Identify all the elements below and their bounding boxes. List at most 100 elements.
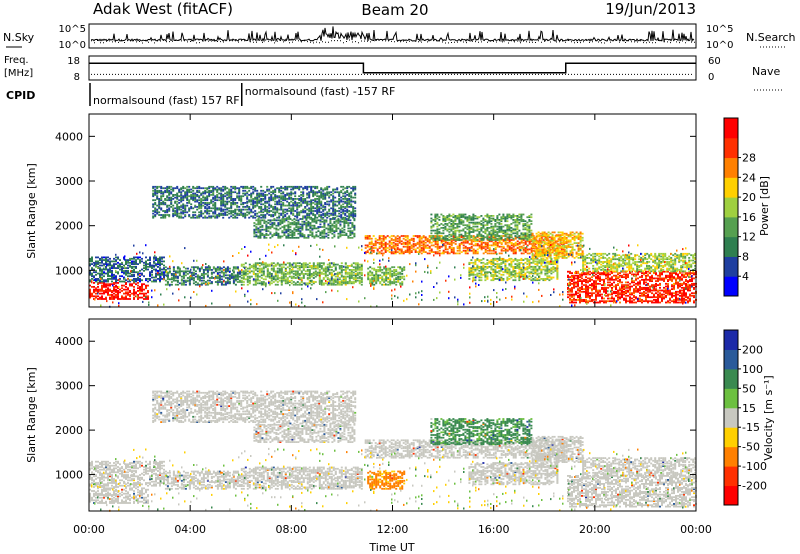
- power-cell: [388, 244, 391, 247]
- power-cell: [343, 222, 346, 224]
- power-cell: [536, 268, 539, 271]
- power-cell: [379, 270, 382, 273]
- power-cell: [370, 248, 373, 251]
- power-cell: [135, 263, 137, 265]
- power-cell: [172, 189, 175, 192]
- power-cell: [548, 276, 551, 279]
- power-cell: [119, 298, 121, 300]
- power-cell: [248, 275, 251, 278]
- power-cell: [101, 280, 103, 283]
- power-cell: [274, 191, 277, 194]
- power-cell: [190, 198, 193, 200]
- power-cell: [510, 216, 513, 219]
- power-cell: [426, 240, 429, 243]
- power-cell: [188, 189, 191, 192]
- power-cell: [281, 230, 284, 232]
- power-cell: [202, 195, 205, 198]
- power-cell: [186, 191, 189, 194]
- power-cell: [346, 187, 349, 190]
- power-cell: [274, 271, 277, 274]
- power-cell: [328, 212, 331, 215]
- power-cell: [271, 226, 274, 228]
- power-cell: [318, 215, 321, 218]
- power-cell: [460, 251, 463, 253]
- power-cell: [354, 192, 357, 195]
- power-cell: [155, 259, 157, 261]
- power-cell: [99, 267, 101, 269]
- power-cell: [258, 262, 261, 265]
- power-cell: [389, 271, 392, 274]
- power-cell: [452, 213, 455, 216]
- power-cell: [354, 266, 357, 269]
- power-cell: [290, 271, 293, 274]
- power-cell: [540, 269, 543, 272]
- power-cell: [304, 282, 307, 285]
- power-cell: [514, 263, 517, 265]
- power-cell: [546, 272, 549, 275]
- power-cell: [325, 220, 328, 223]
- power-cell: [508, 228, 511, 231]
- power-cell: [500, 278, 503, 280]
- power-cell: [468, 237, 471, 240]
- power-cell: [286, 262, 289, 265]
- power-cell: [408, 248, 411, 251]
- power-cell: [206, 203, 209, 206]
- power-cell: [387, 267, 390, 270]
- power-cell: [393, 278, 396, 281]
- power-cell: [310, 200, 313, 203]
- power-cell: [316, 210, 319, 212]
- power-cell: [298, 265, 301, 267]
- power-cell: [356, 265, 359, 267]
- power-cell: [367, 278, 370, 281]
- power-cell: [320, 267, 323, 270]
- power-cell: [338, 277, 341, 279]
- power-cell: [430, 225, 433, 228]
- power-cell: [512, 268, 515, 271]
- power-cell: [296, 187, 299, 190]
- power-cell: [121, 267, 123, 269]
- power-cell: [518, 275, 521, 278]
- power-cell: [287, 223, 290, 226]
- power-cell: [322, 273, 325, 275]
- power-cell: [292, 187, 295, 190]
- power-cell: [89, 279, 91, 282]
- power-cell: [350, 200, 353, 203]
- power-cell: [320, 215, 323, 218]
- power-cell: [380, 241, 383, 244]
- power-cell: [520, 215, 523, 217]
- power-cell: [222, 194, 225, 196]
- power-cell: [286, 185, 289, 188]
- power-cell: [317, 227, 320, 230]
- power-cell: [500, 249, 503, 252]
- power-cell: [466, 235, 469, 237]
- power-cell: [276, 271, 279, 274]
- power-cell: [394, 251, 397, 253]
- power-cell: [178, 215, 181, 218]
- power-cell: [347, 223, 350, 226]
- power-cell: [389, 274, 392, 277]
- power-cell: [323, 220, 326, 223]
- power-cell: [204, 215, 207, 218]
- power-cell: [304, 265, 307, 267]
- power-cell: [308, 203, 311, 206]
- power-cell: [538, 279, 541, 282]
- power-cell: [226, 207, 229, 210]
- power-cell: [341, 220, 344, 223]
- power-cell: [188, 200, 191, 203]
- power-cell: [280, 263, 283, 266]
- power-cell: [554, 241, 557, 244]
- power-cell: [401, 283, 404, 286]
- power-cell: [168, 189, 171, 192]
- power-cell: [242, 203, 245, 206]
- power-cell: [330, 271, 333, 274]
- power-cell: [314, 203, 317, 206]
- power-cell: [512, 229, 515, 232]
- power-cell: [288, 203, 291, 206]
- power-cell: [226, 200, 229, 203]
- power-cell: [264, 275, 267, 278]
- power-cell: [476, 265, 479, 268]
- power-cell: [230, 188, 233, 191]
- power-cell: [321, 220, 324, 223]
- power-cell: [141, 287, 143, 290]
- power-cell: [344, 212, 347, 215]
